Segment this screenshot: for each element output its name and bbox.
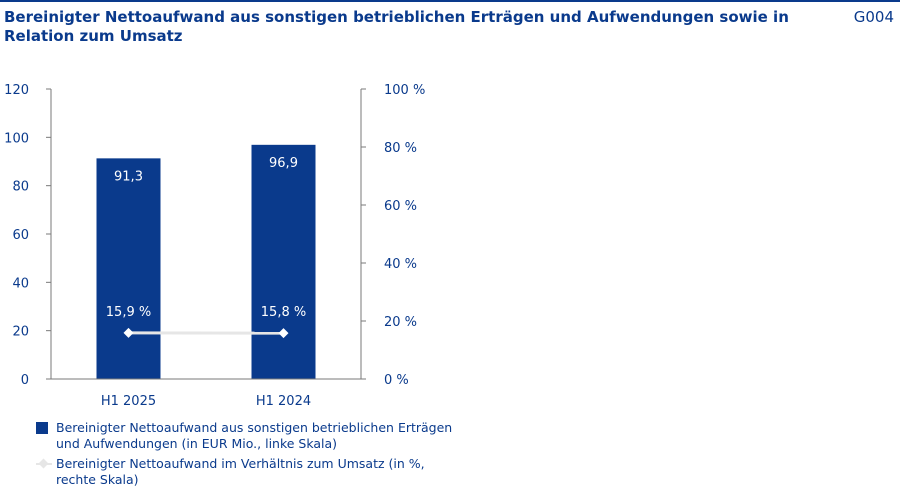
ratio-value-label: 15,9 % — [106, 305, 151, 320]
right-tick-label: 20 % — [384, 315, 417, 330]
left-tick-label: 0 — [21, 373, 29, 388]
left-tick-label: 80 — [12, 180, 29, 195]
bar-value-label: 96,9 — [269, 156, 298, 171]
right-tick-label: 100 % — [384, 83, 425, 98]
right-axis: 0 % 20 % 40 % 60 % 80 % 100 % — [361, 83, 425, 388]
right-tick-label: 60 % — [384, 199, 417, 214]
right-tick-label: 40 % — [384, 257, 417, 272]
legend-diamond-marker — [39, 459, 49, 469]
bar-value-label: 91,3 — [114, 169, 143, 184]
legend-item-line: Bereinigter Nettoaufwand im Verhältnis z… — [36, 456, 456, 488]
ratio-value-label: 15,8 % — [261, 305, 306, 320]
chart-area: 0 20 40 60 80 100 120 0 % 20 % 40 % 60 % 80 % 100 %… — [0, 0, 900, 420]
legend-label-bars: Bereinigter Nettoaufwand aus sonstigen b… — [56, 420, 452, 451]
legend-bar-swatch — [36, 422, 48, 434]
right-tick-label: 80 % — [384, 141, 417, 156]
x-tick-label: H1 2025 — [101, 394, 156, 409]
x-tick-label: H1 2024 — [256, 394, 311, 409]
x-axis-labels: H1 2025 H1 2024 — [51, 379, 361, 409]
left-axis: 0 20 40 60 80 100 120 — [4, 83, 51, 388]
bar — [97, 158, 161, 379]
legend-label-line: Bereinigter Nettoaufwand im Verhältnis z… — [56, 456, 425, 487]
bar-series: 91,3 96,9 — [97, 145, 316, 379]
left-tick-label: 100 — [4, 131, 29, 146]
left-tick-label: 20 — [12, 325, 29, 340]
legend: Bereinigter Nettoaufwand aus sonstigen b… — [36, 420, 456, 492]
left-tick-label: 40 — [12, 276, 29, 291]
bar — [252, 145, 316, 379]
right-tick-label: 0 % — [384, 373, 409, 388]
left-tick-label: 120 — [4, 83, 29, 98]
left-tick-label: 60 — [12, 228, 29, 243]
legend-item-bars: Bereinigter Nettoaufwand aus sonstigen b… — [36, 420, 456, 452]
